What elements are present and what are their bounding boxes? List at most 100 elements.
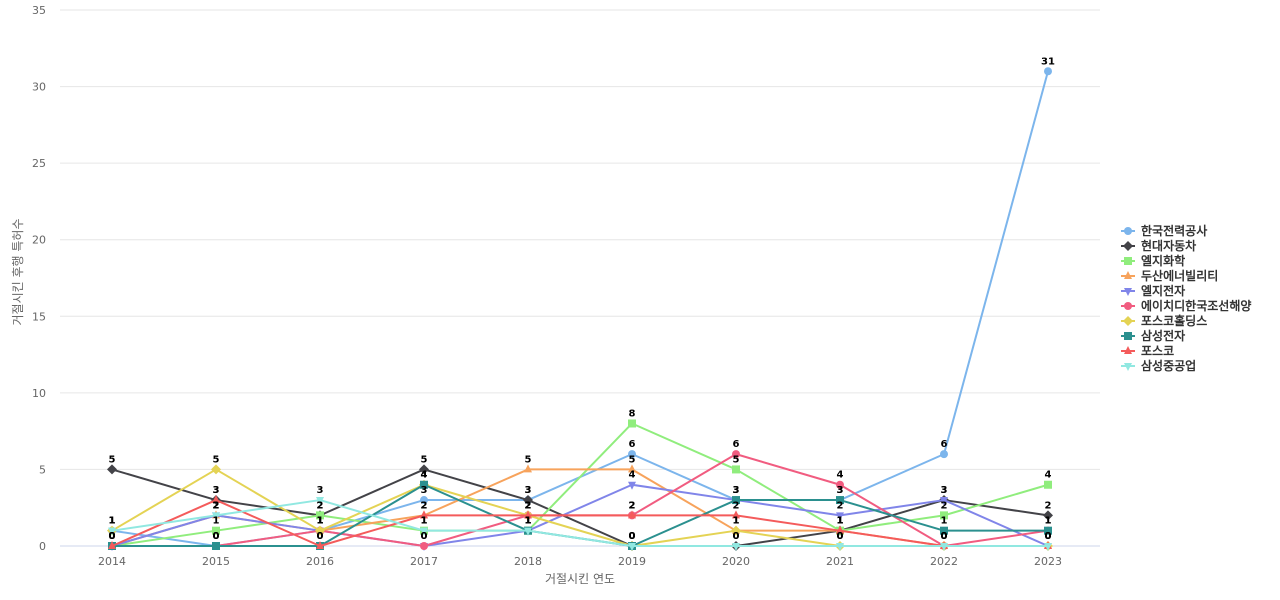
data-label: 1 xyxy=(525,516,532,527)
data-point-marker xyxy=(628,464,636,473)
y-tick-label: 30 xyxy=(32,81,46,94)
data-point-marker xyxy=(420,510,428,519)
data-label: 0 xyxy=(1045,531,1052,542)
legend-item[interactable]: 포스코 xyxy=(1121,344,1174,358)
data-label: 0 xyxy=(213,531,220,542)
data-point-marker xyxy=(211,464,221,475)
data-label: 0 xyxy=(941,531,948,542)
series-group xyxy=(108,495,1052,549)
data-point-marker xyxy=(731,525,741,536)
legend-item[interactable]: 한국전력공사 xyxy=(1121,223,1207,238)
data-point-marker xyxy=(732,465,740,474)
data-label: 2 xyxy=(837,500,844,511)
data-label: 5 xyxy=(213,454,220,465)
gridlines xyxy=(60,9,1100,547)
data-point-marker xyxy=(940,526,948,535)
data-label: 2 xyxy=(317,500,324,511)
data-point-marker xyxy=(523,495,533,506)
x-tick-label: 2019 xyxy=(618,555,646,568)
legend-marker xyxy=(1123,316,1133,326)
legend-item[interactable]: 삼성중공업 xyxy=(1121,358,1196,373)
y-axis-title: 거절시킨 후행 특허수 xyxy=(10,219,25,326)
data-label: 5 xyxy=(421,454,428,465)
data-label: 4 xyxy=(421,470,428,481)
y-tick-label: 5 xyxy=(39,463,46,476)
data-label: 1 xyxy=(421,516,428,527)
legend-item[interactable]: 엘지전자 xyxy=(1121,283,1185,298)
data-point-marker xyxy=(1044,543,1052,551)
data-label: 4 xyxy=(1045,470,1052,481)
data-label: 0 xyxy=(109,531,116,542)
data-label: 1 xyxy=(1045,516,1052,527)
series-line xyxy=(111,70,1049,547)
legend-item[interactable]: 삼성전자 xyxy=(1121,328,1185,343)
data-label: 0 xyxy=(941,531,948,542)
data-label: 1 xyxy=(837,516,844,527)
data-label: 3 xyxy=(213,485,220,496)
data-label: 4 xyxy=(629,470,636,481)
data-point-marker xyxy=(1044,67,1052,76)
data-label: 0 xyxy=(213,531,220,542)
data-point-marker xyxy=(316,511,324,520)
data-label: 6 xyxy=(629,439,636,450)
data-label: 2 xyxy=(629,500,636,511)
y-tick-label: 0 xyxy=(39,540,46,553)
data-label: 5 xyxy=(733,454,740,465)
x-tick-label: 2014 xyxy=(98,555,126,568)
data-label: 0 xyxy=(213,531,220,542)
data-point-marker xyxy=(628,419,636,428)
data-label: 0 xyxy=(629,531,636,542)
series-line xyxy=(111,499,1049,547)
data-label: 2 xyxy=(525,500,532,511)
data-label: 4 xyxy=(421,470,428,481)
data-label: 0 xyxy=(837,531,844,542)
data-point-marker xyxy=(420,496,428,505)
legend-marker xyxy=(1124,332,1132,340)
legend-item[interactable]: 현대자동차 xyxy=(1121,238,1196,253)
data-label: 1 xyxy=(733,516,740,527)
data-label: 1 xyxy=(109,516,116,527)
data-point-marker xyxy=(732,543,740,551)
legend-label: 에이치디한국조선해양 xyxy=(1141,298,1251,313)
x-tick-label: 2022 xyxy=(930,555,958,568)
data-label: 1 xyxy=(525,516,532,527)
data-point-marker xyxy=(212,495,220,504)
data-point-marker xyxy=(315,525,325,536)
data-label: 1 xyxy=(317,516,324,527)
legend-label: 엘지전자 xyxy=(1141,283,1185,298)
legend-item[interactable]: 엘지화학 xyxy=(1121,253,1185,268)
data-point-marker xyxy=(836,543,844,551)
legend-label: 두산에너빌리티 xyxy=(1141,268,1218,283)
data-label: 0 xyxy=(1045,531,1052,542)
legend-item[interactable]: 포스코홀딩스 xyxy=(1121,313,1207,328)
data-label: 2 xyxy=(213,500,220,511)
legend-marker xyxy=(1123,241,1133,251)
data-label: 1 xyxy=(1045,516,1052,527)
x-tick-label: 2020 xyxy=(722,555,750,568)
data-label: 2 xyxy=(525,500,532,511)
y-tick-label: 10 xyxy=(32,387,46,400)
data-point-marker xyxy=(316,541,324,549)
data-label: 0 xyxy=(109,531,116,542)
data-label: 1 xyxy=(733,516,740,527)
legend-item[interactable]: 두산에너빌리티 xyxy=(1121,268,1218,283)
data-label: 1 xyxy=(837,516,844,527)
data-point-marker xyxy=(212,542,220,550)
data-label: 0 xyxy=(941,531,948,542)
data-label: 31 xyxy=(1041,56,1055,67)
legend-marker xyxy=(1124,271,1132,279)
data-point-marker xyxy=(836,512,844,521)
data-point-marker xyxy=(836,480,844,489)
x-tick-label: 2015 xyxy=(202,555,230,568)
data-point-marker xyxy=(419,464,429,475)
data-label: 0 xyxy=(317,531,324,542)
data-label: 0 xyxy=(317,531,324,542)
legend-label: 포스코홀딩스 xyxy=(1141,313,1207,328)
data-label: 0 xyxy=(1045,531,1052,542)
data-label: 1 xyxy=(941,516,948,527)
legend-item[interactable]: 에이치디한국조선해양 xyxy=(1121,298,1251,313)
data-label: 2 xyxy=(941,500,948,511)
data-label: 3 xyxy=(421,485,428,496)
data-label: 0 xyxy=(109,531,116,542)
